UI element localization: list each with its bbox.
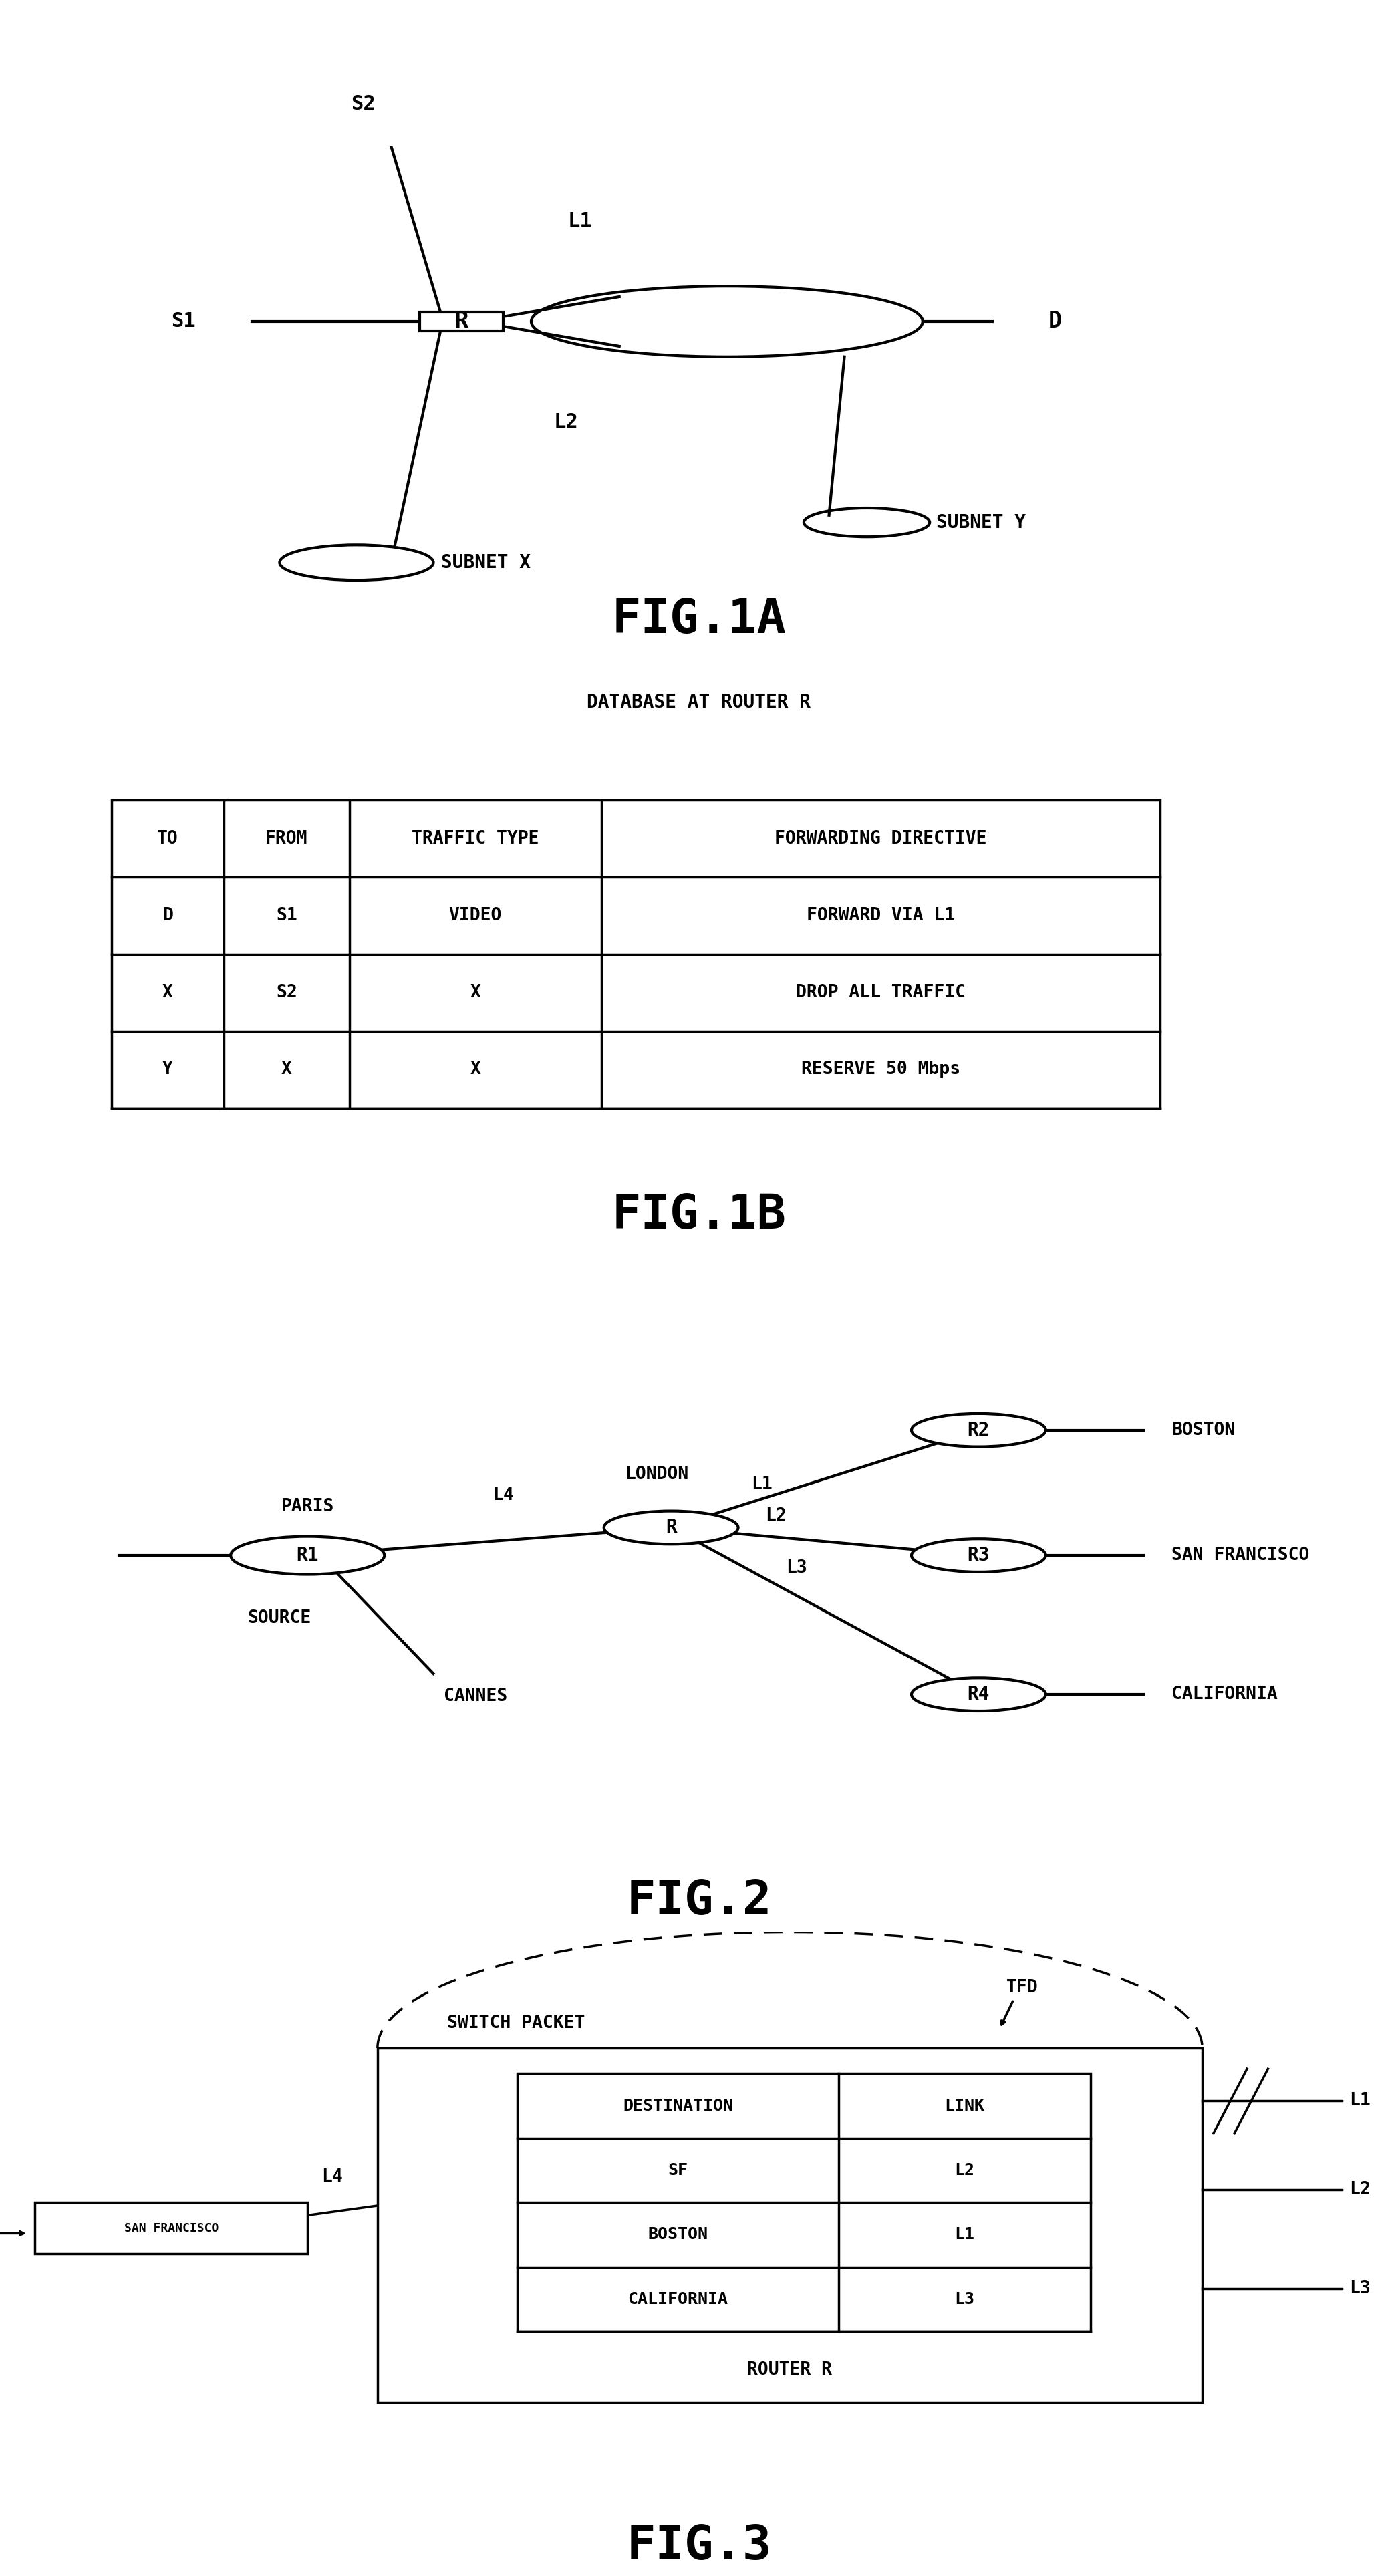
Text: FROM: FROM [266,829,308,848]
Text: CALIFORNIA: CALIFORNIA [1172,1685,1278,1703]
Ellipse shape [231,1535,384,1574]
Ellipse shape [911,1538,1046,1571]
Text: L2: L2 [765,1507,787,1525]
Text: S1: S1 [275,907,298,925]
Text: FIG.1B: FIG.1B [612,1193,786,1239]
Text: S2: S2 [275,984,298,1002]
Text: SAN FRANCISCO: SAN FRANCISCO [1172,1546,1310,1564]
Text: FIG.3: FIG.3 [626,2524,772,2571]
Ellipse shape [531,286,923,355]
Text: R4: R4 [967,1685,990,1703]
Text: CANNES: CANNES [443,1687,507,1705]
Bar [419,312,503,332]
Text: TO: TO [157,829,179,848]
Ellipse shape [804,507,930,536]
Text: L4: L4 [492,1486,514,1504]
Text: CALIFORNIA: CALIFORNIA [628,2290,728,2308]
Text: L3: L3 [786,1558,808,1577]
Text: ROUTER R: ROUTER R [748,2362,832,2378]
Text: L1: L1 [568,211,593,232]
Text: VIDEO: VIDEO [449,907,502,925]
Text: R3: R3 [967,1546,990,1564]
Text: SUBNET Y: SUBNET Y [937,513,1026,531]
Text: FORWARD VIA L1: FORWARD VIA L1 [807,907,955,925]
Text: S1: S1 [171,312,196,332]
Text: L1: L1 [751,1476,773,1494]
Text: DROP ALL TRAFFIC: DROP ALL TRAFFIC [795,984,966,1002]
Text: RESERVE 50 Mbps: RESERVE 50 Mbps [801,1061,960,1079]
Text: L1: L1 [1349,2092,1370,2110]
Text: SUBNET X: SUBNET X [440,554,531,572]
Bar [112,801,1160,1108]
Text: SOURCE: SOURCE [247,1610,312,1625]
Ellipse shape [911,1677,1046,1710]
Text: S2: S2 [351,95,376,113]
Text: FORWARDING DIRECTIVE: FORWARDING DIRECTIVE [774,829,987,848]
Text: SF: SF [668,2161,688,2179]
Text: L4: L4 [322,2169,343,2184]
Text: DESTINATION: DESTINATION [624,2097,733,2115]
Text: L3: L3 [1349,2280,1370,2298]
Text: FIG.2: FIG.2 [626,1878,772,1924]
Text: LONDON: LONDON [625,1466,689,1484]
Text: D: D [1048,312,1062,332]
Text: DATABASE AT ROUTER R: DATABASE AT ROUTER R [587,693,811,711]
Text: X: X [470,984,481,1002]
Text: TFD: TFD [1007,1978,1039,1996]
Text: D: D [162,907,173,925]
Text: TRAFFIC TYPE: TRAFFIC TYPE [411,829,540,848]
Bar [517,2074,1090,2331]
Text: L2: L2 [554,412,579,433]
Text: X: X [281,1061,292,1079]
Text: FIG.1A: FIG.1A [612,598,786,644]
Text: L1: L1 [955,2226,974,2244]
Text: L2: L2 [1349,2182,1370,2197]
Text: SWITCH PACKET: SWITCH PACKET [447,2014,586,2032]
Text: R: R [665,1517,677,1538]
Ellipse shape [280,546,433,580]
Text: R: R [454,309,468,332]
Bar [35,2202,308,2254]
Ellipse shape [911,1414,1046,1448]
Text: SAN FRANCISCO: SAN FRANCISCO [124,2223,218,2233]
Text: Y: Y [162,1061,173,1079]
Ellipse shape [604,1512,738,1543]
Text: BOSTON: BOSTON [1172,1422,1236,1440]
Text: PARIS: PARIS [281,1499,334,1515]
Text: BOSTON: BOSTON [647,2226,709,2244]
Text: R1: R1 [296,1546,319,1564]
Bar [377,2048,1202,2401]
Text: R2: R2 [967,1422,990,1440]
Text: LINK: LINK [945,2097,984,2115]
Text: X: X [470,1061,481,1079]
Text: X: X [162,984,173,1002]
Text: L3: L3 [955,2290,974,2308]
Text: L2: L2 [955,2161,974,2179]
